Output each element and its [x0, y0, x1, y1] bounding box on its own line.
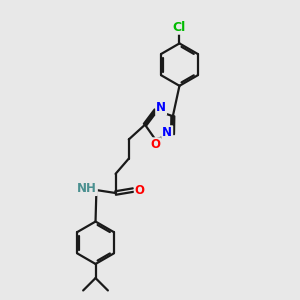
Text: N: N [162, 126, 172, 139]
Text: Cl: Cl [173, 21, 186, 34]
Text: O: O [150, 138, 160, 151]
Text: N: N [156, 101, 166, 115]
Text: O: O [135, 184, 145, 196]
Text: NH: NH [77, 182, 97, 195]
